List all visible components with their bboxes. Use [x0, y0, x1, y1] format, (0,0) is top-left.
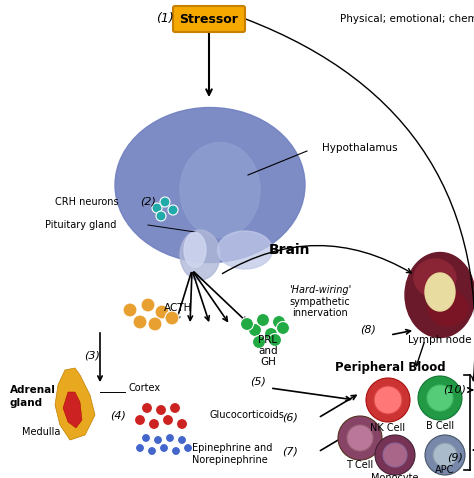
- Circle shape: [375, 435, 415, 475]
- Circle shape: [148, 317, 162, 331]
- Text: Stressor: Stressor: [180, 12, 238, 25]
- Circle shape: [273, 315, 285, 328]
- Ellipse shape: [184, 232, 206, 268]
- Circle shape: [253, 336, 265, 348]
- Circle shape: [268, 334, 282, 347]
- Circle shape: [155, 404, 166, 415]
- Ellipse shape: [180, 230, 220, 280]
- Text: Norepinephrine: Norepinephrine: [192, 455, 268, 465]
- Text: Adrenal: Adrenal: [10, 385, 56, 395]
- Polygon shape: [63, 392, 82, 428]
- Text: PRL: PRL: [258, 335, 278, 345]
- Polygon shape: [55, 368, 95, 440]
- Circle shape: [148, 419, 159, 430]
- Circle shape: [154, 435, 163, 445]
- Ellipse shape: [414, 259, 456, 297]
- Ellipse shape: [180, 142, 260, 238]
- Text: Monocyte: Monocyte: [371, 473, 419, 478]
- Circle shape: [383, 443, 407, 467]
- Text: (6): (6): [282, 413, 298, 423]
- Circle shape: [142, 434, 151, 443]
- Circle shape: [425, 435, 465, 475]
- Circle shape: [347, 425, 373, 451]
- Circle shape: [152, 203, 162, 213]
- Circle shape: [172, 446, 181, 456]
- Text: Physical; emotional; chemical; etc.: Physical; emotional; chemical; etc.: [340, 14, 474, 24]
- Circle shape: [338, 416, 382, 460]
- Circle shape: [159, 444, 168, 453]
- Circle shape: [418, 376, 462, 420]
- Circle shape: [136, 444, 145, 453]
- Circle shape: [165, 434, 174, 443]
- Text: (3): (3): [84, 350, 100, 360]
- Text: (9): (9): [447, 453, 463, 463]
- Circle shape: [248, 324, 262, 337]
- Circle shape: [256, 314, 270, 326]
- Circle shape: [163, 414, 173, 425]
- Text: APC: APC: [435, 465, 455, 475]
- Text: (8): (8): [360, 325, 376, 335]
- Text: 'Hard-wiring': 'Hard-wiring': [289, 285, 351, 295]
- Text: Glucocorticoids: Glucocorticoids: [210, 410, 285, 420]
- Text: T Cell: T Cell: [346, 460, 374, 470]
- Text: Peripheral Blood: Peripheral Blood: [335, 361, 445, 374]
- Circle shape: [170, 402, 181, 413]
- Circle shape: [276, 322, 290, 335]
- Circle shape: [183, 444, 192, 453]
- Text: sympathetic: sympathetic: [290, 297, 350, 307]
- Text: NK Cell: NK Cell: [371, 423, 406, 433]
- Ellipse shape: [405, 252, 474, 337]
- Circle shape: [427, 385, 453, 411]
- Text: (2): (2): [140, 197, 156, 207]
- Text: (7): (7): [282, 447, 298, 457]
- Ellipse shape: [218, 231, 273, 269]
- Text: Brain: Brain: [269, 243, 311, 257]
- Circle shape: [160, 197, 170, 207]
- Text: Medulla: Medulla: [22, 427, 60, 437]
- Circle shape: [168, 205, 178, 215]
- Circle shape: [433, 443, 457, 467]
- Text: Epinephrine and: Epinephrine and: [192, 443, 273, 453]
- Circle shape: [165, 311, 179, 325]
- Circle shape: [374, 386, 402, 414]
- Text: innervation: innervation: [292, 308, 348, 318]
- Text: gland: gland: [10, 398, 43, 408]
- Circle shape: [141, 298, 155, 312]
- Circle shape: [264, 327, 277, 340]
- Text: and: and: [258, 346, 278, 356]
- Circle shape: [142, 402, 153, 413]
- Circle shape: [135, 414, 146, 425]
- Text: (5): (5): [250, 377, 266, 387]
- Circle shape: [123, 303, 137, 317]
- Text: Cortex: Cortex: [129, 383, 161, 393]
- Text: (1): (1): [156, 11, 174, 24]
- Ellipse shape: [428, 290, 468, 326]
- Text: B Cell: B Cell: [426, 421, 454, 431]
- Text: (10): (10): [444, 385, 466, 395]
- Circle shape: [133, 315, 147, 329]
- Text: CRH neurons: CRH neurons: [55, 197, 118, 207]
- Circle shape: [176, 419, 188, 430]
- FancyBboxPatch shape: [173, 6, 245, 32]
- Circle shape: [156, 211, 166, 221]
- Ellipse shape: [115, 108, 305, 262]
- Circle shape: [147, 446, 156, 456]
- Ellipse shape: [425, 273, 455, 311]
- Text: ACTH: ACTH: [164, 303, 192, 313]
- Text: Hypothalamus: Hypothalamus: [322, 143, 398, 153]
- Text: Pituitary gland: Pituitary gland: [45, 220, 117, 230]
- Circle shape: [240, 317, 254, 330]
- Circle shape: [177, 435, 186, 445]
- Text: Lymph node: Lymph node: [408, 335, 472, 345]
- Text: (4): (4): [110, 410, 126, 420]
- Circle shape: [366, 378, 410, 422]
- Text: GH: GH: [260, 357, 276, 367]
- Circle shape: [155, 305, 169, 319]
